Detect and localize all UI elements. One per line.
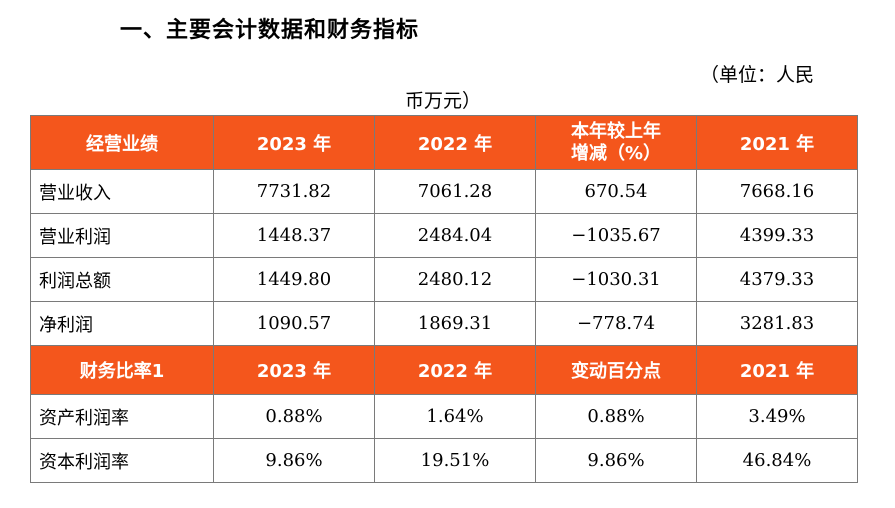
- table-row: 资本利润率 9.86% 19.51% 9.86% 46.84%: [30, 438, 858, 483]
- cell-change: −1035.67: [535, 213, 697, 258]
- row-label: 利润总额: [30, 257, 214, 302]
- row-label: 资本利润率: [30, 438, 214, 483]
- row-label: 营业收入: [30, 169, 214, 214]
- cell-2021: 7668.16: [696, 169, 858, 214]
- unit-note-line2: 币万元）: [405, 90, 482, 112]
- cell-2021: 4399.33: [696, 213, 858, 258]
- cell-change: −1030.31: [535, 257, 697, 302]
- financial-table: 经营业绩 2023 年 2022 年 本年较上年 增减（%） 2021 年 营业收…: [30, 115, 858, 483]
- header-2022: 2022 年: [374, 345, 536, 395]
- cell-change: −778.74: [535, 301, 697, 346]
- header-ratio: 财务比率1: [30, 345, 214, 395]
- cell-2021: 3281.83: [696, 301, 858, 346]
- ratio-header-row: 财务比率1 2023 年 2022 年 变动百分点 2021 年: [30, 345, 858, 395]
- cell-2021: 4379.33: [696, 257, 858, 302]
- cell-2023: 9.86%: [213, 438, 375, 483]
- header-2022: 2022 年: [374, 115, 536, 170]
- section-title: 一、主要会计数据和财务指标: [120, 18, 420, 43]
- cell-change: 9.86%: [535, 438, 697, 483]
- header-change-points: 变动百分点: [535, 345, 697, 395]
- header-2023: 2023 年: [213, 345, 375, 395]
- cell-2022: 7061.28: [374, 169, 536, 214]
- cell-2022: 2480.12: [374, 257, 536, 302]
- header-2021: 2021 年: [696, 345, 858, 395]
- cell-2022: 19.51%: [374, 438, 536, 483]
- table-row: 利润总额 1449.80 2480.12 −1030.31 4379.33: [30, 257, 858, 302]
- header-2021: 2021 年: [696, 115, 858, 170]
- table-row: 营业利润 1448.37 2484.04 −1035.67 4399.33: [30, 213, 858, 258]
- unit-note-line1: （单位：人民: [700, 64, 815, 86]
- table-row: 净利润 1090.57 1869.31 −778.74 3281.83: [30, 301, 858, 346]
- cell-change: 0.88%: [535, 394, 697, 439]
- cell-2022: 1869.31: [374, 301, 536, 346]
- table-row: 营业收入 7731.82 7061.28 670.54 7668.16: [30, 169, 858, 214]
- cell-change: 670.54: [535, 169, 697, 214]
- cell-2021: 3.49%: [696, 394, 858, 439]
- cell-2023: 1090.57: [213, 301, 375, 346]
- cell-2023: 1449.80: [213, 257, 375, 302]
- header-operating: 经营业绩: [30, 115, 214, 170]
- cell-2022: 2484.04: [374, 213, 536, 258]
- operating-header-row: 经营业绩 2023 年 2022 年 本年较上年 增减（%） 2021 年: [30, 115, 858, 170]
- cell-2021: 46.84%: [696, 438, 858, 483]
- cell-2023: 0.88%: [213, 394, 375, 439]
- cell-2022: 1.64%: [374, 394, 536, 439]
- cell-2023: 1448.37: [213, 213, 375, 258]
- row-label: 营业利润: [30, 213, 214, 258]
- row-label: 净利润: [30, 301, 214, 346]
- table-row: 资产利润率 0.88% 1.64% 0.88% 3.49%: [30, 394, 858, 439]
- cell-2023: 7731.82: [213, 169, 375, 214]
- header-change-pct: 本年较上年 增减（%）: [535, 115, 697, 170]
- row-label: 资产利润率: [30, 394, 214, 439]
- header-2023: 2023 年: [213, 115, 375, 170]
